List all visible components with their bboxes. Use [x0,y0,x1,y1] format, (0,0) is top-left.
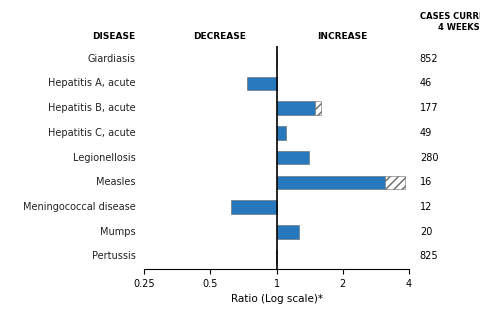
Bar [276,101,314,115]
Text: Mumps: Mumps [100,227,135,237]
Bar [230,200,276,214]
Text: Legionellosis: Legionellosis [72,153,135,163]
Bar [276,225,299,239]
Bar [314,101,321,115]
Text: Hepatitis B, acute: Hepatitis B, acute [48,103,135,113]
Text: 16: 16 [419,177,431,187]
Bar [275,250,276,263]
Text: 825: 825 [419,252,438,261]
Text: 49: 49 [419,128,431,138]
Text: Meningococcal disease: Meningococcal disease [23,202,135,212]
Text: Hepatitis A, acute: Hepatitis A, acute [48,78,135,88]
Text: 20: 20 [419,227,432,237]
Bar [384,176,404,189]
Bar [276,126,285,140]
Text: DISEASE: DISEASE [92,32,135,41]
Text: 280: 280 [419,153,437,163]
Text: CASES CURRENT
4 WEEKS: CASES CURRENT 4 WEEKS [419,12,480,32]
Bar [276,176,384,189]
X-axis label: Ratio (Log scale)*: Ratio (Log scale)* [230,294,322,304]
Text: Hepatitis C, acute: Hepatitis C, acute [48,128,135,138]
Bar [276,151,308,164]
Text: Measles: Measles [96,177,135,187]
Text: DECREASE: DECREASE [192,32,245,41]
Text: 177: 177 [419,103,438,113]
Bar [246,77,276,90]
Text: Giardiasis: Giardiasis [87,54,135,64]
Text: Pertussis: Pertussis [92,252,135,261]
Text: INCREASE: INCREASE [317,32,367,41]
Text: 12: 12 [419,202,432,212]
Text: 46: 46 [419,78,431,88]
Text: 852: 852 [419,54,438,64]
